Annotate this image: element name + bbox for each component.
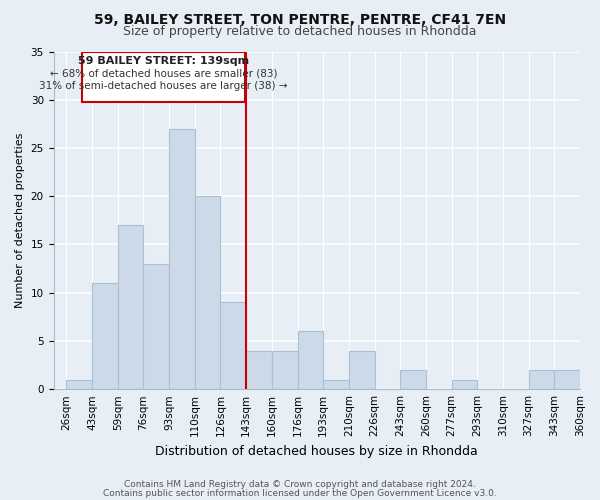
Text: 59 BAILEY STREET: 139sqm: 59 BAILEY STREET: 139sqm	[78, 56, 249, 66]
Bar	[554, 370, 580, 389]
Bar	[400, 370, 426, 389]
Bar	[529, 370, 554, 389]
Text: 31% of semi-detached houses are larger (38) →: 31% of semi-detached houses are larger (…	[39, 82, 287, 92]
Bar	[323, 380, 349, 389]
Text: Contains public sector information licensed under the Open Government Licence v3: Contains public sector information licen…	[103, 488, 497, 498]
Bar	[272, 350, 298, 389]
Text: Size of property relative to detached houses in Rhondda: Size of property relative to detached ho…	[123, 25, 477, 38]
Bar	[246, 350, 272, 389]
Bar	[143, 264, 169, 389]
Bar	[195, 196, 220, 389]
Text: Contains HM Land Registry data © Crown copyright and database right 2024.: Contains HM Land Registry data © Crown c…	[124, 480, 476, 489]
Bar	[349, 350, 374, 389]
Bar	[169, 128, 195, 389]
Bar	[298, 332, 323, 389]
Bar	[452, 380, 477, 389]
Text: 59, BAILEY STREET, TON PENTRE, PENTRE, CF41 7EN: 59, BAILEY STREET, TON PENTRE, PENTRE, C…	[94, 12, 506, 26]
Bar	[92, 283, 118, 389]
Bar	[220, 302, 246, 389]
Bar	[67, 380, 92, 389]
X-axis label: Distribution of detached houses by size in Rhondda: Distribution of detached houses by size …	[155, 444, 478, 458]
Y-axis label: Number of detached properties: Number of detached properties	[15, 132, 25, 308]
FancyBboxPatch shape	[82, 52, 245, 102]
Text: ← 68% of detached houses are smaller (83): ← 68% of detached houses are smaller (83…	[50, 69, 277, 79]
Bar	[118, 225, 143, 389]
